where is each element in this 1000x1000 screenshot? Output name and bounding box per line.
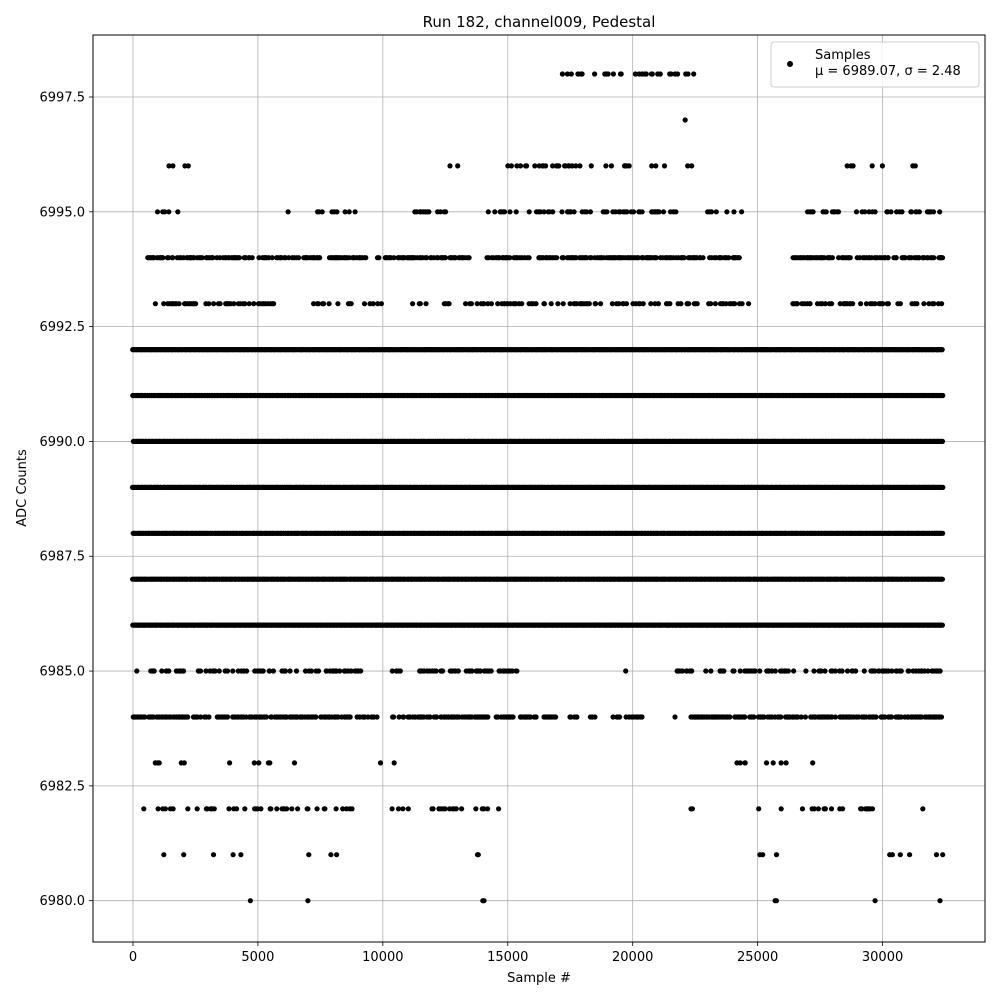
- data-point: [940, 530, 946, 536]
- data-point: [939, 438, 946, 444]
- data-point: [940, 484, 946, 490]
- data-point: [939, 576, 946, 582]
- data-point: [939, 347, 945, 353]
- data-point: [940, 392, 946, 399]
- data-points: [129, 71, 946, 904]
- chart-title: Run 182, channel009, Pedestal: [423, 13, 656, 31]
